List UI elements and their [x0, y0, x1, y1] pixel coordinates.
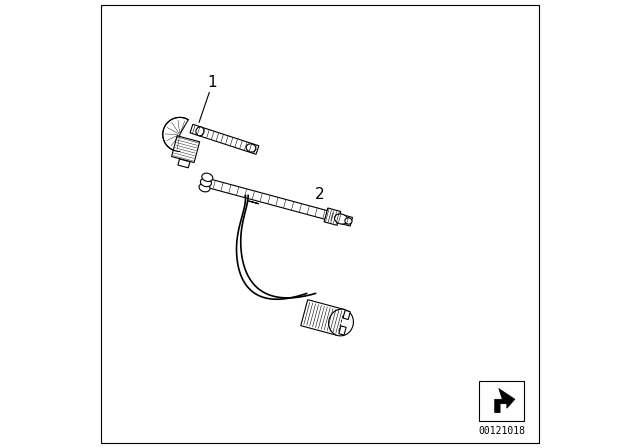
Ellipse shape	[345, 218, 352, 224]
Polygon shape	[163, 117, 188, 151]
Ellipse shape	[246, 144, 256, 152]
Polygon shape	[178, 159, 190, 168]
Polygon shape	[248, 201, 259, 204]
Polygon shape	[172, 136, 200, 163]
Text: 00121018: 00121018	[478, 426, 525, 435]
Polygon shape	[190, 124, 259, 154]
Ellipse shape	[202, 173, 213, 181]
Ellipse shape	[196, 127, 204, 136]
Polygon shape	[209, 179, 353, 226]
Ellipse shape	[199, 184, 210, 192]
Bar	[479, 381, 524, 421]
Polygon shape	[495, 388, 515, 413]
Text: 1: 1	[207, 75, 218, 90]
Ellipse shape	[335, 214, 348, 224]
Polygon shape	[301, 300, 344, 336]
Bar	[339, 326, 346, 335]
Polygon shape	[324, 208, 341, 225]
Ellipse shape	[200, 178, 211, 187]
Bar	[343, 310, 350, 319]
Text: 2: 2	[315, 187, 325, 202]
Ellipse shape	[328, 309, 353, 336]
